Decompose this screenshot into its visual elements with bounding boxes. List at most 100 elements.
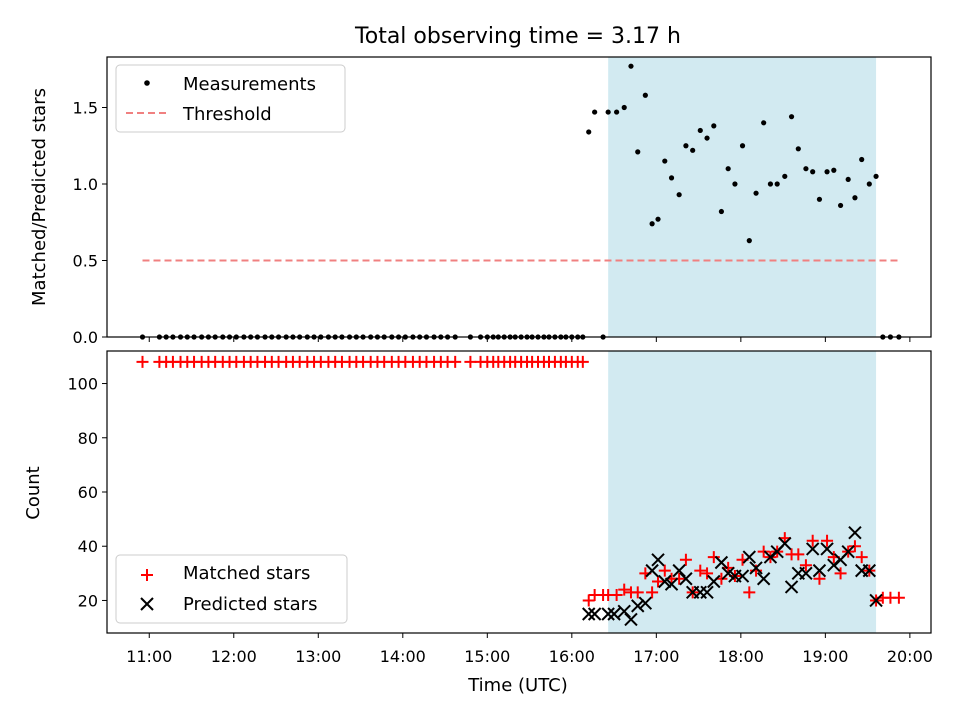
- ratio-panel-frame: [106, 56, 932, 338]
- matched-star-marker: [464, 355, 477, 368]
- measurement-point: [725, 166, 731, 172]
- count-panel-legend: Matched stars Predicted stars: [115, 554, 348, 624]
- chart-title: Total observing time = 3.17 h: [354, 24, 681, 49]
- predicted-star-marker: [869, 593, 883, 608]
- predicted-star-marker: [735, 569, 750, 583]
- measurement-point: [718, 208, 725, 215]
- matched-star-marker: [701, 567, 714, 580]
- matched-star-marker: [449, 355, 462, 368]
- measurement-point: [649, 221, 655, 227]
- predicted-star-marker: [607, 607, 621, 621]
- predicted-star-marker: [664, 577, 679, 591]
- predicted-star-marker: [812, 563, 827, 578]
- predicted-star-marker: [784, 580, 799, 594]
- count-xtick-label: 16:00: [549, 647, 595, 666]
- measurement-point: [592, 109, 598, 115]
- matched-star-marker: [834, 567, 847, 580]
- measurement-point: [676, 192, 682, 198]
- predicted-star-marker: [700, 585, 714, 600]
- matched-star-marker: [582, 594, 595, 607]
- measurement-point: [628, 63, 634, 69]
- predicted-star-marker: [679, 572, 693, 586]
- measurement-point: [642, 92, 648, 98]
- measurement-point: [845, 176, 851, 183]
- count-xtick-label: 11:00: [126, 647, 172, 666]
- count-ytick-label: 80: [78, 429, 98, 448]
- predicted-star-marker: [841, 544, 855, 559]
- ratio-panel: 0.0 0.5 1.0 1.5 Matched/Predicted stars Mea…: [29, 56, 932, 347]
- count-panel-ylabel: Count: [23, 466, 44, 519]
- predicted-star-marker: [742, 550, 757, 564]
- measurement-point: [831, 167, 837, 173]
- predicted-star-marker: [848, 525, 862, 540]
- count-ytick-label: 40: [78, 537, 98, 556]
- predicted-star-marker: [582, 607, 596, 621]
- matched-star-marker: [799, 559, 812, 572]
- matched-star-marker: [576, 355, 589, 368]
- legend-matched-marker: [141, 569, 153, 581]
- predicted-star-marker: [714, 555, 729, 570]
- predicted-star-marker: [756, 572, 771, 586]
- legend-predicted-marker: [140, 597, 154, 611]
- count-ytick-label: 20: [78, 591, 98, 610]
- count-xtick-label: 17:00: [633, 647, 679, 666]
- measurement-point: [767, 181, 774, 187]
- measurement-point: [761, 120, 767, 126]
- count-xtick-label: 18:00: [718, 647, 764, 666]
- count-xtick-label: 15:00: [464, 647, 510, 666]
- legend-threshold-label: Threshold: [182, 104, 272, 125]
- legend-measurements-marker: [144, 80, 150, 86]
- measurement-point: [788, 114, 795, 120]
- matched-star-marker: [778, 532, 791, 545]
- matched-star-marker: [722, 561, 735, 574]
- measurement-point: [824, 169, 830, 175]
- measurement-point: [739, 143, 746, 149]
- predicted-star-marker: [778, 536, 792, 551]
- ratio-ytick-label: 0.0: [73, 328, 98, 347]
- ratio-panel-ylabel: Matched/Predicted stars: [29, 88, 50, 306]
- measurement-point: [704, 135, 710, 141]
- count-xtick-label: 13:00: [295, 647, 341, 666]
- matched-star-marker: [694, 564, 707, 577]
- count-xtick-label: 20:00: [887, 647, 933, 666]
- measurement-point: [732, 181, 738, 187]
- predicted-star-marker: [862, 563, 877, 578]
- count-panel-shaded-span: [608, 351, 877, 633]
- matched-star-marker: [792, 548, 805, 561]
- measurement-point: [690, 147, 696, 153]
- measurement-point: [782, 173, 788, 179]
- measurement-point: [795, 146, 801, 152]
- measurement-point: [753, 190, 759, 196]
- ratio-panel-shaded-span: [608, 57, 877, 337]
- measurement-point: [746, 238, 752, 244]
- matched-star-marker: [813, 572, 826, 585]
- matched-star-marker: [806, 534, 819, 547]
- matched-star-marker: [707, 551, 720, 564]
- count-xtick-label: 19:00: [802, 647, 848, 666]
- predicted-star-marker: [601, 607, 615, 621]
- count-ytick-label: 60: [78, 483, 98, 502]
- predicted-star-marker: [638, 596, 653, 610]
- measurement-point: [662, 158, 668, 164]
- measurement-point: [837, 202, 844, 209]
- predicted-star-marker: [805, 542, 820, 556]
- measurement-point: [697, 127, 703, 134]
- predicted-star-marker: [820, 542, 834, 556]
- legend-matched-label: Matched stars: [183, 563, 310, 584]
- matched-star-marker: [679, 553, 692, 566]
- count-ytick-label: 100: [67, 375, 98, 394]
- measurement-point: [614, 109, 620, 115]
- predicted-star-marker: [658, 574, 672, 589]
- count-xtick-label: 12:00: [211, 647, 257, 666]
- ratio-ytick-label: 1.0: [73, 175, 98, 194]
- ratio-ytick-label: 0.5: [73, 251, 98, 270]
- measurement-point: [810, 169, 816, 175]
- matched-star-marker: [892, 591, 905, 604]
- predicted-star-marker: [651, 553, 665, 567]
- measurement-point: [586, 129, 592, 135]
- measurement-point: [866, 181, 872, 187]
- ratio-panel-legend: Measurements Threshold: [115, 64, 346, 133]
- matched-star-marker: [673, 572, 686, 585]
- matched-star-marker: [136, 355, 149, 368]
- measurement-point: [655, 216, 661, 222]
